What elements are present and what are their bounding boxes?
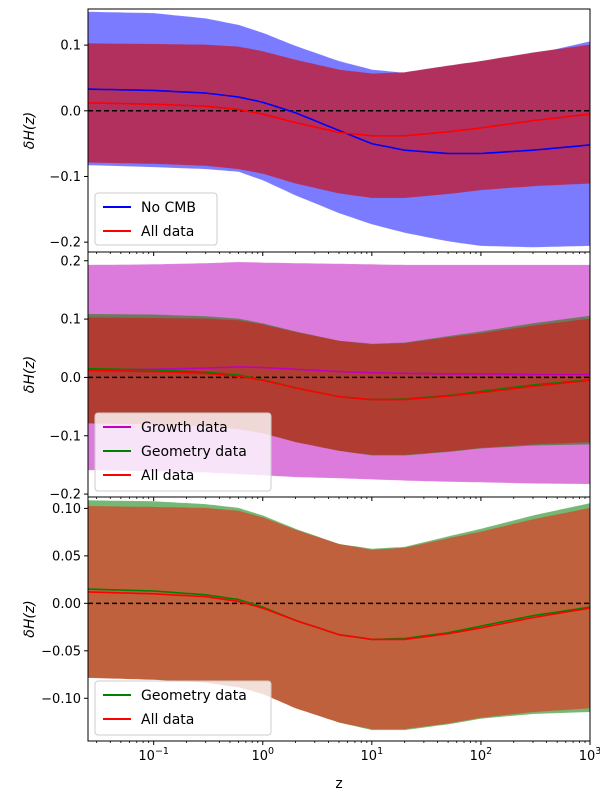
xtick-label: 100: [251, 746, 274, 764]
legend-label-all-data: All data: [141, 224, 194, 240]
panel-3: −0.10 −0.05 0.00 0.05 0.10 10−1 100 101 102 103 δH…: [22, 496, 600, 792]
xtick-label: 10−1: [138, 746, 169, 764]
band-edge-upper-all-data: [88, 43, 590, 75]
ytick-label: −0.1: [49, 429, 81, 444]
legend: No CMB All data: [94, 192, 218, 246]
line-all-data: [88, 102, 590, 137]
legend-label-geometry-data: Geometry data: [141, 688, 247, 704]
ytick-label: 0.00: [52, 597, 81, 612]
ytick-label: 0.1: [60, 313, 81, 328]
line-growth-data: [88, 366, 590, 376]
ytick-label: −0.2: [49, 488, 81, 503]
ytick-label: −0.10: [41, 692, 81, 707]
plot-area: [88, 500, 590, 731]
ytick-label: 0.0: [60, 371, 81, 386]
panel-2: −0.2 −0.1 0.0 0.1 0.2 δH(z) Growth data Geometr…: [22, 251, 591, 503]
line-all-data: [88, 591, 590, 641]
ytick-label: −0.05: [41, 644, 81, 659]
legend-box: [94, 680, 272, 736]
band-edge-upper-all-data: [88, 317, 590, 346]
legend: Growth data Geometry data All data: [94, 412, 272, 492]
ytick-label: −0.2: [49, 236, 81, 251]
y-axis-label: δH(z): [22, 356, 38, 393]
legend-label-growth-data: Growth data: [141, 420, 228, 436]
ytick-label: 0.0: [60, 104, 81, 119]
legend-box: [94, 412, 272, 492]
legend-label-all-data: All data: [141, 468, 194, 484]
band-edge-upper-growth-data: [88, 261, 590, 266]
ytick-label: 0.1: [60, 39, 81, 54]
xtick-label: 102: [470, 746, 493, 764]
y-axis-label: δH(z): [22, 600, 38, 637]
ytick-label: 0.2: [60, 254, 81, 269]
band-edge-lower-no-cmb: [88, 164, 590, 248]
band-all-data: [88, 43, 590, 198]
line-all-data: [88, 369, 590, 401]
band-edge-upper-all-data: [88, 506, 590, 551]
legend: Geometry data All data: [94, 680, 272, 736]
x-axis-label: z: [335, 776, 342, 792]
legend-label-no-cmb: No CMB: [141, 200, 196, 216]
ytick-label: 0.05: [52, 549, 81, 564]
band-edge-lower-all-data: [88, 161, 590, 198]
band-all-data: [88, 506, 590, 729]
ytick-label: −0.1: [49, 170, 81, 185]
legend-label-all-data: All data: [141, 712, 194, 728]
legend-label-geometry-data: Geometry data: [141, 444, 247, 460]
ytick-label: 0.10: [52, 502, 81, 517]
y-axis-label: δH(z): [22, 112, 38, 149]
line-no-cmb: [88, 88, 590, 155]
xtick-label: 101: [361, 746, 384, 764]
xtick-label: 103: [579, 746, 600, 764]
panel-1: −0.2 −0.1 0.0 0.1 δH(z) No CMB All data: [22, 8, 591, 256]
plot-area: [88, 11, 590, 248]
